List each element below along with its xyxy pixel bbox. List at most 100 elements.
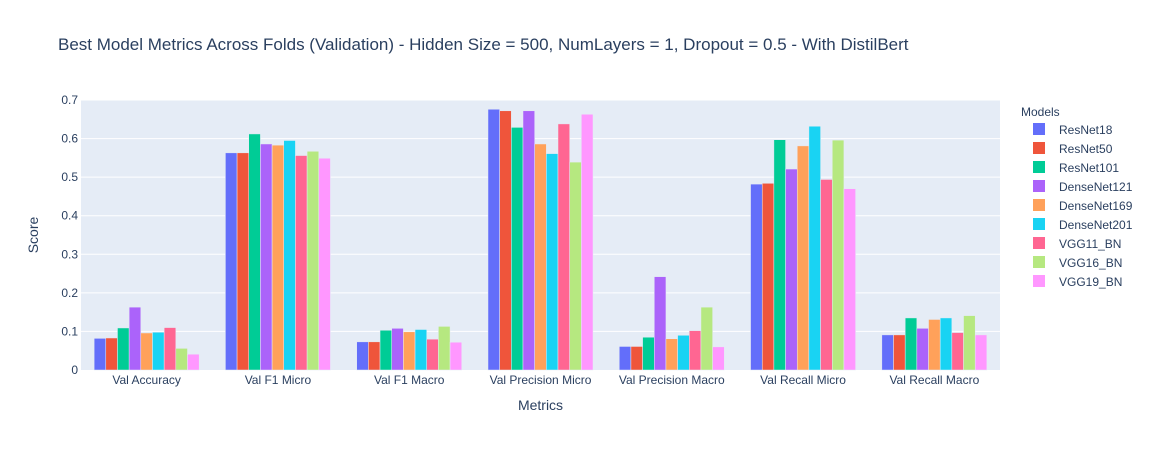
bar-densenet169 — [403, 331, 416, 371]
bar-resnet18 — [93, 338, 107, 371]
bar-densenet121 — [785, 168, 798, 371]
bar-resnet101 — [511, 127, 524, 371]
bar-resnet101 — [773, 139, 786, 371]
bar-resnet18 — [619, 346, 632, 371]
bar-resnet50 — [499, 110, 512, 371]
bar-vgg19-bn — [843, 188, 856, 371]
legend-swatch — [1033, 161, 1045, 173]
bar-vgg11-bn — [426, 338, 439, 371]
bar-vgg16-bn — [569, 161, 582, 371]
legend-label: ResNet18 — [1059, 123, 1113, 137]
bar-densenet121 — [522, 110, 535, 371]
bar-resnet101 — [117, 327, 130, 371]
bar-vgg11-bn — [295, 155, 308, 371]
legend-label: DenseNet121 — [1059, 180, 1133, 194]
legend-swatch — [1033, 218, 1045, 230]
bar-vgg11-bn — [820, 179, 833, 371]
bar-resnet101 — [642, 336, 655, 371]
bar-resnet18 — [881, 334, 894, 371]
legend-label: VGG19_BN — [1059, 275, 1122, 289]
bar-densenet121 — [654, 276, 667, 371]
bar-densenet201 — [283, 140, 296, 371]
y-tick-label: 0.4 — [61, 209, 78, 223]
x-tick-label: Val F1 Micro — [245, 373, 312, 387]
legend-swatch — [1033, 237, 1045, 249]
bar-densenet169 — [928, 319, 941, 371]
bar-vgg19-bn — [318, 157, 331, 371]
bar-vgg19-bn — [187, 353, 200, 371]
bar-resnet18 — [356, 341, 369, 371]
x-tick-label: Val Accuracy — [112, 373, 180, 387]
bar-densenet201 — [414, 329, 427, 371]
x-axis-title: Metrics — [518, 397, 563, 413]
bar-densenet201 — [808, 125, 821, 371]
bars — [93, 109, 988, 371]
bar-densenet121 — [391, 328, 404, 371]
bar-densenet201 — [677, 335, 690, 371]
bar-densenet169 — [534, 143, 547, 371]
legend-swatch — [1033, 256, 1045, 268]
x-tick-label: Val Recall Macro — [889, 373, 979, 387]
bar-resnet18 — [487, 109, 500, 371]
legend-label: ResNet50 — [1059, 142, 1113, 156]
legend-swatch — [1033, 180, 1045, 192]
bar-resnet18 — [225, 152, 238, 371]
legend-title: Models — [1021, 105, 1060, 119]
bar-densenet169 — [140, 332, 153, 371]
bar-vgg16-bn — [700, 306, 713, 371]
y-tick-label: 0 — [71, 363, 78, 377]
legend-label: VGG16_BN — [1059, 256, 1122, 270]
bar-resnet50 — [368, 341, 381, 371]
legend: Models ResNet18 ResNet50 ResNet101 DenseNet… — [1021, 105, 1133, 289]
bar-vgg16-bn — [438, 326, 451, 371]
y-tick-label: 0.7 — [61, 93, 78, 107]
legend-swatch — [1033, 275, 1045, 287]
bar-densenet169 — [271, 144, 285, 371]
bar-resnet18 — [750, 183, 763, 371]
bar-resnet50 — [630, 346, 643, 371]
legend-swatch — [1033, 199, 1045, 211]
y-axis-title: Score — [25, 217, 41, 254]
bar-vgg19-bn — [581, 114, 594, 371]
bar-vgg11-bn — [689, 330, 702, 371]
x-tick-label: Val Precision Micro — [490, 373, 592, 387]
bar-densenet201 — [152, 331, 165, 371]
bar-densenet201 — [546, 153, 559, 371]
legend-label: DenseNet169 — [1059, 199, 1133, 213]
bar-vgg11-bn — [557, 123, 570, 371]
bar-resnet101 — [379, 330, 392, 371]
bar-vgg11-bn — [951, 332, 964, 371]
bar-densenet169 — [796, 145, 810, 371]
bar-vgg19-bn — [449, 341, 462, 371]
x-tick-label: Val Precision Macro — [619, 373, 725, 387]
y-tick-label: 0.1 — [61, 324, 78, 338]
bar-vgg19-bn — [712, 346, 725, 371]
bar-densenet169 — [665, 338, 678, 371]
x-tick-labels: Val Accuracy Val F1 Micro Val F1 Macro Val … — [112, 373, 979, 387]
bar-vgg16-bn — [832, 139, 845, 371]
bar-vgg19-bn — [974, 334, 988, 371]
bar-vgg16-bn — [963, 315, 976, 371]
bar-resnet50 — [893, 334, 906, 371]
legend-swatch — [1033, 142, 1045, 154]
bar-resnet101 — [904, 317, 918, 371]
bar-vgg16-bn — [175, 348, 188, 371]
bar-densenet121 — [916, 328, 929, 371]
bar-resnet101 — [248, 133, 261, 371]
bar-resnet50 — [761, 183, 775, 371]
bar-densenet201 — [939, 317, 953, 371]
y-tick-label: 0.3 — [61, 247, 78, 261]
legend-label: ResNet101 — [1059, 161, 1119, 175]
y-tick-labels: 0 0.1 0.2 0.3 0.4 0.5 0.6 0.7 — [61, 93, 78, 377]
bar-resnet50 — [236, 152, 250, 371]
bar-vgg11-bn — [163, 327, 177, 371]
x-tick-label: Val F1 Macro — [374, 373, 445, 387]
y-tick-label: 0.6 — [61, 132, 78, 146]
bar-densenet121 — [128, 306, 142, 371]
chart-title: Best Model Metrics Across Folds (Validat… — [58, 35, 909, 54]
bar-densenet121 — [260, 143, 273, 371]
x-tick-label: Val Recall Micro — [760, 373, 846, 387]
y-tick-label: 0.5 — [61, 170, 78, 184]
legend-swatch — [1033, 123, 1045, 135]
